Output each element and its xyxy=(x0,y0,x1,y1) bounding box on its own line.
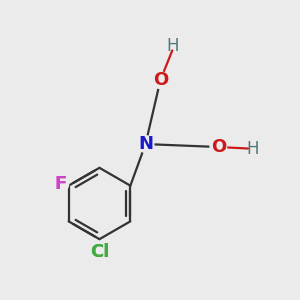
Text: F: F xyxy=(54,175,66,193)
Circle shape xyxy=(52,176,69,193)
Text: N: N xyxy=(138,135,153,153)
Text: H: H xyxy=(246,140,259,158)
Text: H: H xyxy=(166,37,178,55)
Circle shape xyxy=(152,72,169,88)
Circle shape xyxy=(91,243,108,260)
Text: Cl: Cl xyxy=(90,243,109,261)
Circle shape xyxy=(137,136,154,152)
Text: Cl: Cl xyxy=(90,243,109,261)
Text: O: O xyxy=(211,138,226,156)
Text: O: O xyxy=(153,71,168,89)
Text: F: F xyxy=(54,175,66,193)
Circle shape xyxy=(210,139,227,155)
